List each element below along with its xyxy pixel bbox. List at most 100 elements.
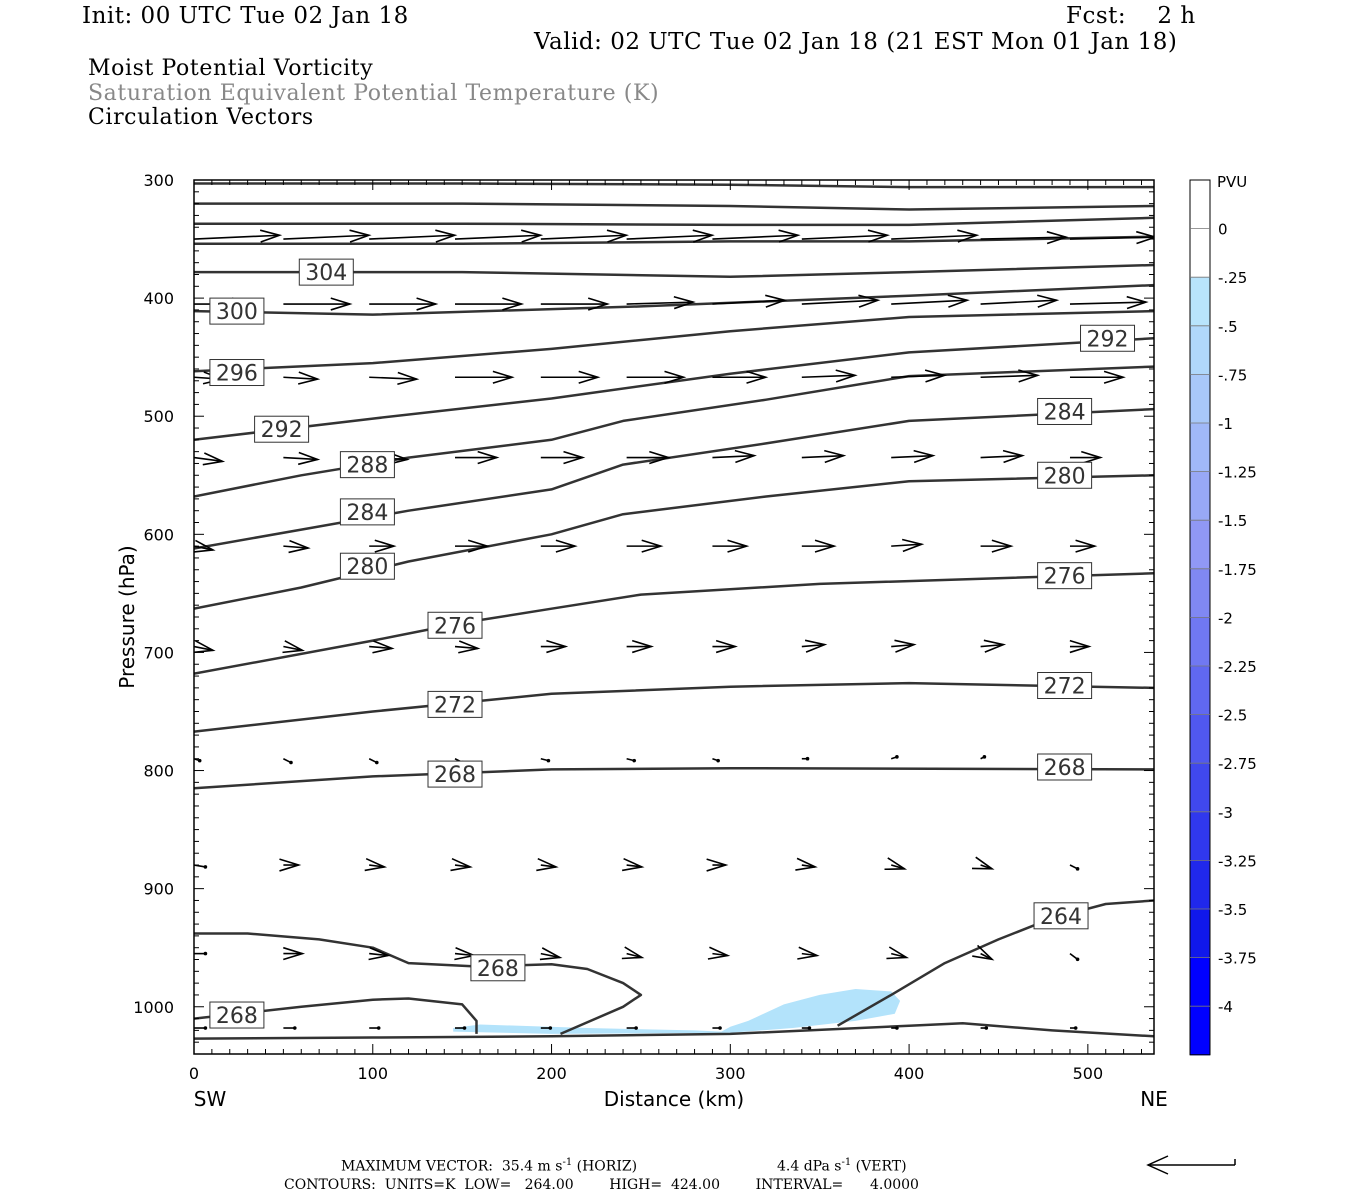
circulation-vector (712, 294, 788, 308)
contour-label: 268 (427, 760, 483, 788)
circulation-vector (980, 230, 1069, 245)
colorbar-label: -3 (1218, 804, 1233, 822)
circulation-vector (450, 857, 473, 872)
circulation-vector (626, 539, 664, 553)
circulation-vector (539, 947, 563, 961)
circulation-vector (540, 1026, 553, 1030)
y-axis-label: Pressure (hPa) (115, 545, 139, 688)
circulation-vector (540, 639, 569, 654)
y-tick-label: 600 (143, 525, 174, 544)
horiz-exp: -1 (562, 1157, 573, 1168)
vert-exp: -1 (841, 1157, 852, 1168)
circulation-vector (801, 639, 828, 653)
svg-text:268: 268 (1044, 756, 1086, 781)
init-time: Init: 00 UTC Tue 02 Jan 18 (82, 3, 409, 29)
circulation-vector (540, 297, 611, 311)
circulation-vector (801, 449, 847, 464)
circulation-vector (364, 857, 388, 872)
colorbar-swatch (1190, 957, 1210, 1007)
theta-e-contour-line (194, 337, 1154, 442)
pv-shading-layer (453, 989, 901, 1034)
circulation-vector (454, 229, 544, 243)
circulation-vector (891, 229, 980, 243)
svg-text:284: 284 (1044, 400, 1086, 425)
circulation-vector (801, 294, 881, 308)
colorbar-swatch (1190, 860, 1210, 910)
circulation-vector (1069, 230, 1154, 245)
colorbar-label: -.25 (1218, 269, 1247, 287)
circulation-vector (283, 297, 353, 311)
max-vector-vert-line: 4.4 dPa s-1 (VERT) (777, 1157, 907, 1175)
x-tick-label: 100 (357, 1064, 388, 1083)
colorbar-swatch (1190, 325, 1210, 375)
contours-info: CONTOURS: UNITS=K LOW= 264.00 HIGH= 424.… (284, 1177, 919, 1193)
x-tick-label: 400 (894, 1064, 925, 1083)
circulation-vector (626, 1026, 638, 1030)
circulation-vector (194, 229, 283, 243)
circulation-vector (712, 757, 720, 763)
circulation-vector (801, 1026, 812, 1030)
contour-label: 280 (1037, 461, 1093, 489)
circulation-vector (980, 639, 1007, 653)
circulation-vector (1069, 639, 1092, 654)
circulation-vector (980, 369, 1041, 383)
circulation-vector (282, 640, 306, 654)
colorbar-label: -2.5 (1218, 707, 1247, 725)
circulation-vector (980, 294, 1060, 308)
theta-e-contour-line (194, 681, 1154, 733)
colorbar-swatch (1190, 811, 1210, 861)
circulation-vector (283, 1026, 297, 1030)
circulation-vector (194, 539, 216, 553)
circulation-vector (1069, 952, 1080, 962)
svg-text:272: 272 (1044, 675, 1086, 700)
theta-e-contour-line (194, 407, 1154, 550)
svg-text:268: 268 (434, 763, 476, 788)
circulation-vector (540, 539, 578, 553)
circulation-vector (712, 229, 801, 243)
colorbar-swatch (1190, 666, 1210, 716)
colorbar-label: -2 (1218, 609, 1233, 627)
field-title-thetae: Saturation Equivalent Potential Temperat… (88, 81, 660, 106)
svg-text:292: 292 (1087, 327, 1129, 352)
circulation-vectors (194, 229, 1154, 1030)
circulation-vector (626, 450, 672, 465)
x-axis-label: Distance (km) (604, 1087, 744, 1111)
colorbar-swatch (1190, 520, 1210, 570)
circulation-vector (621, 946, 645, 960)
circulation-vector (194, 452, 226, 466)
circulation-vector (454, 640, 481, 654)
colorbar-title: PVU (1217, 173, 1247, 191)
colorbar-swatch (1190, 471, 1210, 521)
reference-vector-arrow (1146, 1155, 1236, 1175)
svg-text:264: 264 (1040, 905, 1082, 930)
svg-text:268: 268 (216, 1004, 258, 1029)
circulation-vector (891, 449, 936, 464)
theta-e-contour-line (194, 309, 1154, 373)
field-title-vectors: Circulation Vectors (88, 105, 314, 130)
y-tick-label: 800 (143, 762, 174, 781)
circulation-vector (891, 294, 970, 308)
x-tick-label: 200 (536, 1064, 567, 1083)
colorbar-label: -1.25 (1218, 464, 1257, 482)
circulation-vector (626, 639, 655, 654)
circulation-vector (707, 946, 731, 960)
colorbar-label: -3.5 (1218, 901, 1247, 919)
circulation-vector (1069, 295, 1149, 310)
circulation-vector (712, 1026, 722, 1030)
circulation-vector (801, 539, 837, 553)
contour-label: 292 (254, 415, 310, 443)
circulation-vector (369, 539, 397, 553)
max-vector-horiz: 35.4 m s (501, 1158, 563, 1175)
colorbar-label: -4 (1218, 998, 1233, 1016)
colorbar-swatch (1190, 568, 1210, 618)
theta-e-contour-line (194, 474, 1154, 610)
circulation-vector (980, 539, 1014, 553)
x-right-end-label: NE (1140, 1087, 1168, 1111)
circulation-vector (1069, 539, 1098, 553)
circulation-vector (1069, 1026, 1078, 1030)
contour-label: 280 (339, 552, 395, 580)
circulation-vector (283, 758, 293, 765)
circulation-vector (980, 755, 987, 760)
circulation-vector (972, 944, 995, 961)
theta-e-contours (194, 182, 1154, 1040)
